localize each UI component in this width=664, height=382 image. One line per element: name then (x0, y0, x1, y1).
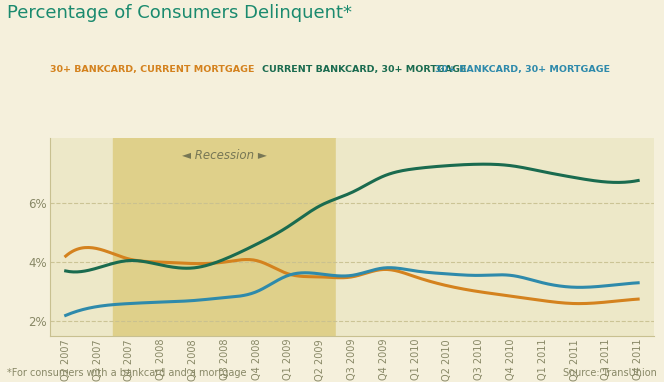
Text: 30+ BANKCARD, CURRENT MORTGAGE: 30+ BANKCARD, CURRENT MORTGAGE (50, 65, 254, 74)
Text: Source: TransUnion: Source: TransUnion (564, 368, 657, 378)
Text: Percentage of Consumers Delinquent*: Percentage of Consumers Delinquent* (7, 4, 352, 22)
Text: CURRENT BANKCARD, 30+ MORTGAGE: CURRENT BANKCARD, 30+ MORTGAGE (262, 65, 467, 74)
Bar (50, 138, 114, 336)
Bar (336, 138, 654, 336)
Text: ◄ Recession ►: ◄ Recession ► (183, 149, 267, 162)
Text: 30+ BANKCARD, 30+ MORTGAGE: 30+ BANKCARD, 30+ MORTGAGE (435, 65, 610, 74)
Bar (114, 138, 336, 336)
Text: *For consumers with a bankcard and a mortgage: *For consumers with a bankcard and a mor… (7, 368, 246, 378)
